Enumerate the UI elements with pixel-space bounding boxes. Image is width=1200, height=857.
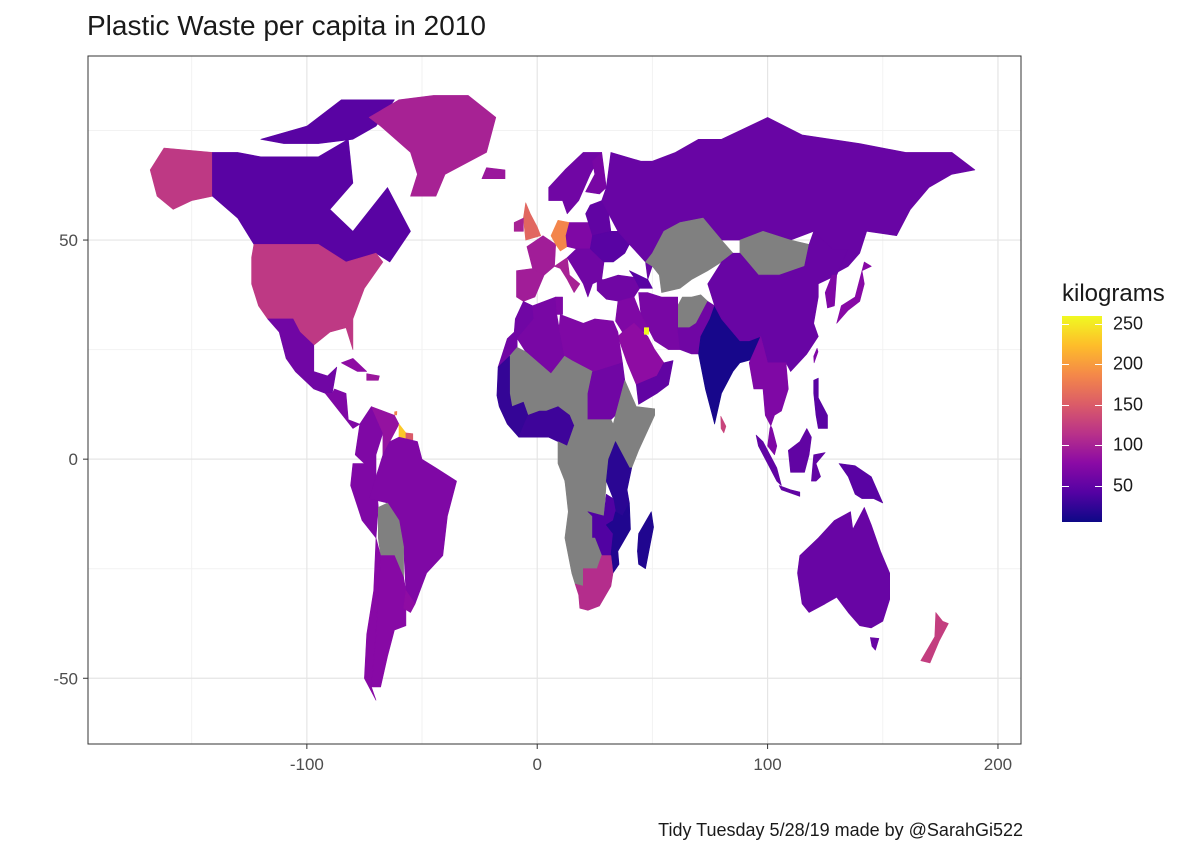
region-kuwait bbox=[643, 327, 650, 335]
region-taiwan bbox=[813, 347, 819, 364]
y-axis-tick-label: 50 bbox=[59, 231, 78, 250]
region-italy bbox=[554, 257, 581, 293]
region-yemen-and-oman bbox=[635, 360, 674, 405]
region-hispaniola bbox=[366, 373, 380, 381]
legend-tick-label: 100 bbox=[1113, 434, 1144, 455]
region-mozambique bbox=[605, 502, 631, 574]
chart-caption: Tidy Tuesday 5/28/19 made by @SarahGi522 bbox=[658, 820, 1023, 840]
region-alaska bbox=[149, 147, 213, 210]
region-mexico bbox=[267, 318, 338, 394]
x-axis-tick-label: 0 bbox=[532, 755, 541, 774]
x-axis-tick-label: -100 bbox=[290, 755, 324, 774]
region-turkey bbox=[596, 274, 641, 302]
x-axis-tick-label: 100 bbox=[753, 755, 781, 774]
region-korea bbox=[824, 274, 838, 309]
region-trinidad-and-tobago bbox=[394, 411, 398, 416]
region-new-zealand bbox=[920, 612, 949, 664]
legend-tick-mark bbox=[1062, 324, 1069, 326]
legend-tick-mark bbox=[1062, 445, 1069, 447]
region-tunisia bbox=[555, 296, 563, 315]
region-borneo bbox=[787, 428, 812, 473]
region-canadian-arctic-islands bbox=[260, 99, 395, 144]
legend-tick-mark bbox=[1095, 485, 1102, 487]
region-uruguay bbox=[403, 590, 416, 613]
legend-tick-mark bbox=[1095, 364, 1102, 366]
region-sri-lanka bbox=[720, 415, 727, 434]
legend-tick-label: 50 bbox=[1113, 475, 1134, 496]
y-axis-tick-label: -50 bbox=[53, 669, 78, 688]
region-sulawesi bbox=[811, 452, 826, 482]
region-cuba bbox=[341, 358, 368, 372]
region-greenland bbox=[368, 95, 497, 197]
region-united-states bbox=[251, 244, 384, 350]
region-ecuador-and-peru bbox=[350, 463, 379, 539]
y-axis-tick-label: 0 bbox=[69, 450, 78, 469]
legend-tick-mark bbox=[1095, 324, 1102, 326]
region-china bbox=[707, 231, 849, 372]
region-japan bbox=[836, 261, 872, 324]
world-map-plot: -100 0 100 200 -50 0 50 bbox=[53, 55, 1022, 774]
region-australia bbox=[797, 507, 891, 629]
legend-title: kilograms bbox=[1062, 280, 1165, 307]
plot-panel-border bbox=[87, 55, 1022, 745]
legend-tick-mark bbox=[1062, 404, 1069, 406]
grid-lines bbox=[88, 56, 1021, 744]
region-caucasus bbox=[629, 270, 653, 289]
region-sumatra bbox=[755, 434, 782, 486]
legend-tick-mark bbox=[1062, 364, 1069, 366]
region-canada bbox=[212, 139, 411, 276]
x-axis-tick-label: 200 bbox=[984, 755, 1012, 774]
region-finland bbox=[585, 152, 607, 195]
legend-tick-label: 200 bbox=[1113, 353, 1144, 374]
region-south-africa bbox=[574, 555, 614, 611]
legend-tick-label: 250 bbox=[1113, 313, 1144, 334]
region-philippines bbox=[813, 377, 828, 429]
region-central-europe bbox=[565, 222, 593, 250]
legend-tick-label: 150 bbox=[1113, 394, 1144, 415]
region-argentina bbox=[371, 555, 407, 688]
region-horn-of-africa bbox=[612, 379, 656, 469]
region-new-guinea bbox=[838, 463, 884, 504]
region-tasmania bbox=[869, 637, 880, 651]
axes: -100 0 100 200 -50 0 50 bbox=[53, 231, 1012, 774]
country-regions bbox=[149, 95, 976, 701]
legend-colorbar bbox=[1062, 316, 1102, 522]
region-southeast-asia bbox=[748, 336, 789, 456]
legend-tick-mark bbox=[1062, 485, 1069, 487]
region-ireland bbox=[513, 217, 524, 232]
region-ukraine-and-moldova bbox=[589, 231, 630, 263]
region-madagascar bbox=[637, 511, 654, 570]
chart-title: Plastic Waste per capita in 2010 bbox=[87, 10, 486, 41]
region-java bbox=[778, 485, 801, 497]
region-central-america bbox=[324, 388, 361, 429]
region-iceland bbox=[481, 167, 506, 179]
legend-tick-mark bbox=[1095, 445, 1102, 447]
legend-tick-mark bbox=[1095, 404, 1102, 406]
